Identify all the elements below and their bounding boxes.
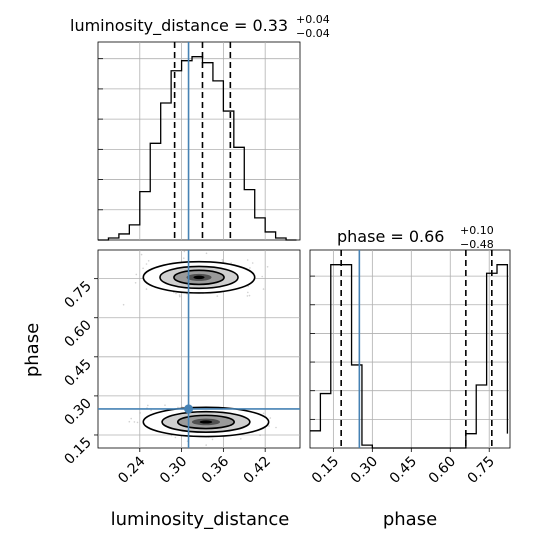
sample-point [150,409,152,412]
sample-point [275,426,277,429]
y-tick-label-phase: 0.45 [61,356,94,389]
x-tick-label-phase: 0.60 [426,454,459,487]
sample-point [262,288,265,290]
x-tick-label-phase: 0.45 [387,454,420,487]
histogram-step-phase [310,264,509,449]
x-tick-label-luminosity-distance: 0.24 [115,453,148,486]
sample-point [261,275,264,278]
y-tick-label-phase: 0.75 [61,278,94,311]
sample-point [170,434,173,437]
x-tick-label-luminosity-distance: 0.36 [199,453,232,486]
contour-peak [199,420,213,424]
sample-point [249,267,251,269]
x-tick-label-phase: 0.30 [348,454,381,487]
sample-point [145,263,148,265]
sample-point [251,262,254,264]
sample-point [142,267,144,270]
truth-point [184,404,194,414]
y-tick-label-phase: 0.15 [61,434,94,467]
sample-point [178,294,181,296]
sample-point [248,294,251,297]
sample-point [179,295,181,298]
joint-panel [97,249,301,449]
x-tick-label-luminosity-distance: 0.30 [157,454,190,487]
sample-point [205,252,208,255]
x-tick-label-phase: 0.75 [465,454,498,487]
sample-point [211,438,214,441]
title-phase: phase = 0.66 [337,227,444,246]
sample-point [147,404,149,407]
title-luminosity-distance: luminosity_distance = 0.33 [70,16,288,36]
sample-point [246,295,249,297]
panel-frame [97,41,301,241]
marginal-panel-luminosity-distance: luminosity_distance = 0.33 +0.04 −0.04 [70,13,330,241]
sample-point [266,266,269,268]
y-tick-label-phase: 0.60 [61,317,94,350]
sample-point [128,420,131,423]
sample-point [221,259,224,261]
title-phase-minus: −0.48 [460,238,494,251]
sample-point [175,292,177,295]
sample-point [177,406,179,409]
sample-point [135,273,138,276]
sample-point [240,438,242,440]
x-tick-label-luminosity-distance: 0.42 [241,454,274,487]
histogram-step-luminosity-distance [98,56,297,241]
sample-point [130,417,132,420]
sample-point [122,303,125,306]
sample-point [205,444,207,446]
contour-peak [193,275,205,280]
sample-point [246,259,249,261]
sample-point [139,412,141,414]
x-axis-label-luminosity-distance: luminosity_distance [111,509,290,530]
title-luminosity-distance-plus: +0.04 [296,13,330,26]
y-axis-label-phase: phase [22,323,43,377]
sample-point [133,421,136,423]
marginal-panel-phase: phase = 0.66 +0.10 −0.48 [309,224,511,449]
title-phase-plus: +0.10 [460,224,494,237]
sample-point [222,260,224,263]
y-tick-label-phase: 0.30 [61,395,94,428]
sample-point [134,282,137,284]
sample-point [174,436,177,439]
sample-point [230,262,232,264]
sample-point [147,260,150,262]
sample-point [247,285,249,288]
sample-point [269,417,272,419]
panel-frame [309,249,511,449]
sample-point [247,291,249,294]
sample-point [183,257,185,260]
x-tick-label-phase: 0.15 [309,454,342,487]
sample-point [216,295,219,297]
sample-point [183,250,186,253]
sample-point [164,404,166,407]
title-luminosity-distance-minus: −0.04 [296,27,330,40]
sample-point [136,421,139,424]
sample-point [262,412,265,415]
sample-point [145,288,148,290]
sample-point [259,434,261,437]
sample-point [140,253,143,256]
sample-point [268,425,270,427]
x-axis-label-phase: phase [383,509,437,530]
